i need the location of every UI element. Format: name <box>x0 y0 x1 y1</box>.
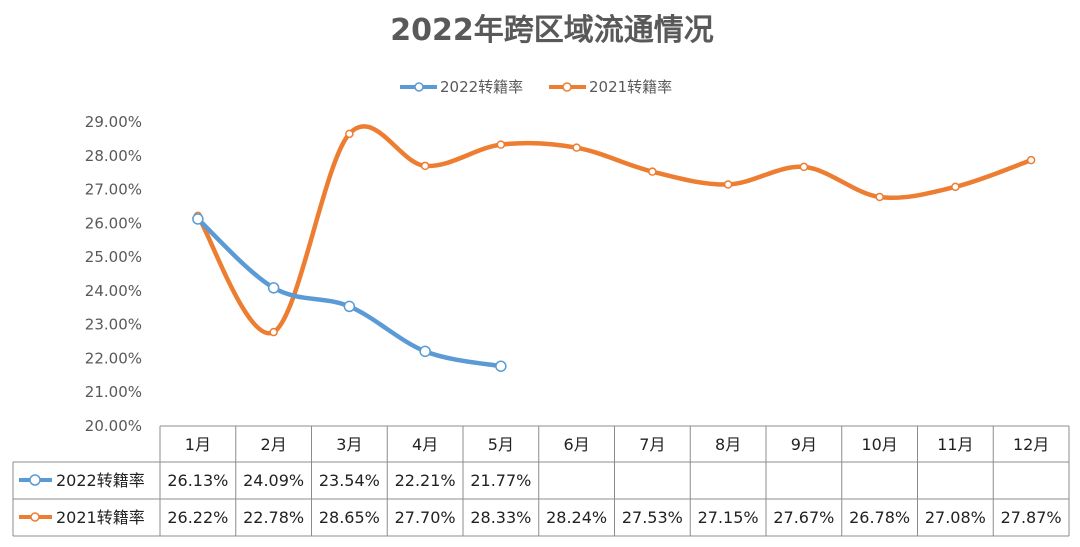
data-point-2021 <box>345 129 354 139</box>
x-category-label: 3月 <box>336 435 362 454</box>
table-cell-value: 28.33% <box>470 508 531 527</box>
table-legend-marker-2021 <box>30 512 40 522</box>
x-category-label: 7月 <box>639 435 665 454</box>
table-row-label-2021: 2021转籍率 <box>56 508 145 527</box>
data-point-2021 <box>875 192 884 202</box>
x-category-label: 10月 <box>861 435 897 454</box>
table-legend-marker-2022 <box>29 474 41 486</box>
data-point-2021 <box>420 161 430 171</box>
table-cell-value: 26.78% <box>849 508 910 527</box>
plot-area <box>192 124 1036 372</box>
legend-label-2021: 2021转籍率 <box>589 78 672 96</box>
x-category-label: 4月 <box>412 435 438 454</box>
series-line-2022 <box>195 216 504 369</box>
data-point-2021 <box>648 167 657 176</box>
y-tick-label: 20.00% <box>85 417 142 435</box>
data-point-2022 <box>192 213 204 225</box>
table-cell-value: 27.53% <box>622 508 683 527</box>
table-cell-value: 22.78% <box>243 508 304 527</box>
y-tick-label: 23.00% <box>85 316 142 334</box>
y-tick-label: 29.00% <box>85 113 142 131</box>
x-category-label: 8月 <box>715 435 741 454</box>
data-table: 1月 2月 3月 4月 5月 6月 7月 8月 9月 10月 11月 12月 2022转籍率 26.13%… <box>12 425 1070 537</box>
data-point-2021 <box>951 182 960 192</box>
table-cell-value: 21.77% <box>470 471 531 490</box>
x-category-label: 11月 <box>937 435 973 454</box>
table-cell-value: 27.15% <box>698 508 759 527</box>
y-tick-label: 24.00% <box>85 282 142 300</box>
data-point-2022 <box>495 360 507 372</box>
legend-marker-2022 <box>414 82 424 92</box>
data-point-2022 <box>419 345 431 358</box>
legend-label-2022: 2022转籍率 <box>440 78 523 96</box>
y-tick-label: 22.00% <box>85 349 142 367</box>
data-point-2021 <box>723 180 733 189</box>
table-cell-value: 22.21% <box>395 471 456 490</box>
table-cell-value: 27.70% <box>395 508 456 527</box>
y-tick-label: 21.00% <box>85 383 142 401</box>
x-category-label: 5月 <box>488 435 514 454</box>
data-point-2022 <box>267 282 280 294</box>
legend-marker-2021 <box>562 82 572 92</box>
x-category-label: 12月 <box>1013 435 1049 454</box>
y-tick-label: 27.00% <box>85 181 142 199</box>
x-category-label: 1月 <box>185 435 211 454</box>
y-tick-label: 25.00% <box>85 248 142 266</box>
table-cell-value: 26.22% <box>167 508 228 527</box>
legend: 2022转籍率 2021转籍率 <box>400 78 672 96</box>
data-point-2021 <box>496 140 506 149</box>
table-row-label-2022: 2022转籍率 <box>56 471 145 490</box>
table-cell-value: 28.24% <box>546 508 607 527</box>
chart-title: 2022年跨区域流通情况 <box>390 13 714 48</box>
x-category-label: 2月 <box>261 435 287 454</box>
data-point-2021 <box>572 143 581 152</box>
table-cell-value: 27.67% <box>773 508 834 527</box>
y-tick-label: 28.00% <box>85 147 142 165</box>
table-cell-value: 27.08% <box>925 508 986 527</box>
data-point-2021 <box>1026 155 1036 165</box>
table-cell-value: 24.09% <box>243 471 304 490</box>
y-tick-label: 26.00% <box>85 214 142 232</box>
table-cell-value: 23.54% <box>319 471 380 490</box>
table-cell-value: 28.65% <box>319 508 380 527</box>
data-point-2022 <box>343 300 356 313</box>
x-category-label: 9月 <box>791 435 817 454</box>
x-category-label: 6月 <box>564 435 590 454</box>
data-point-2021 <box>269 327 278 337</box>
table-cell-value: 27.87% <box>1001 508 1062 527</box>
table-cell-value: 26.13% <box>167 471 228 490</box>
data-point-2021 <box>799 162 809 172</box>
y-axis: 20.00% 21.00% 22.00% 23.00% 24.00% 25.00% 26.0… <box>85 113 142 435</box>
